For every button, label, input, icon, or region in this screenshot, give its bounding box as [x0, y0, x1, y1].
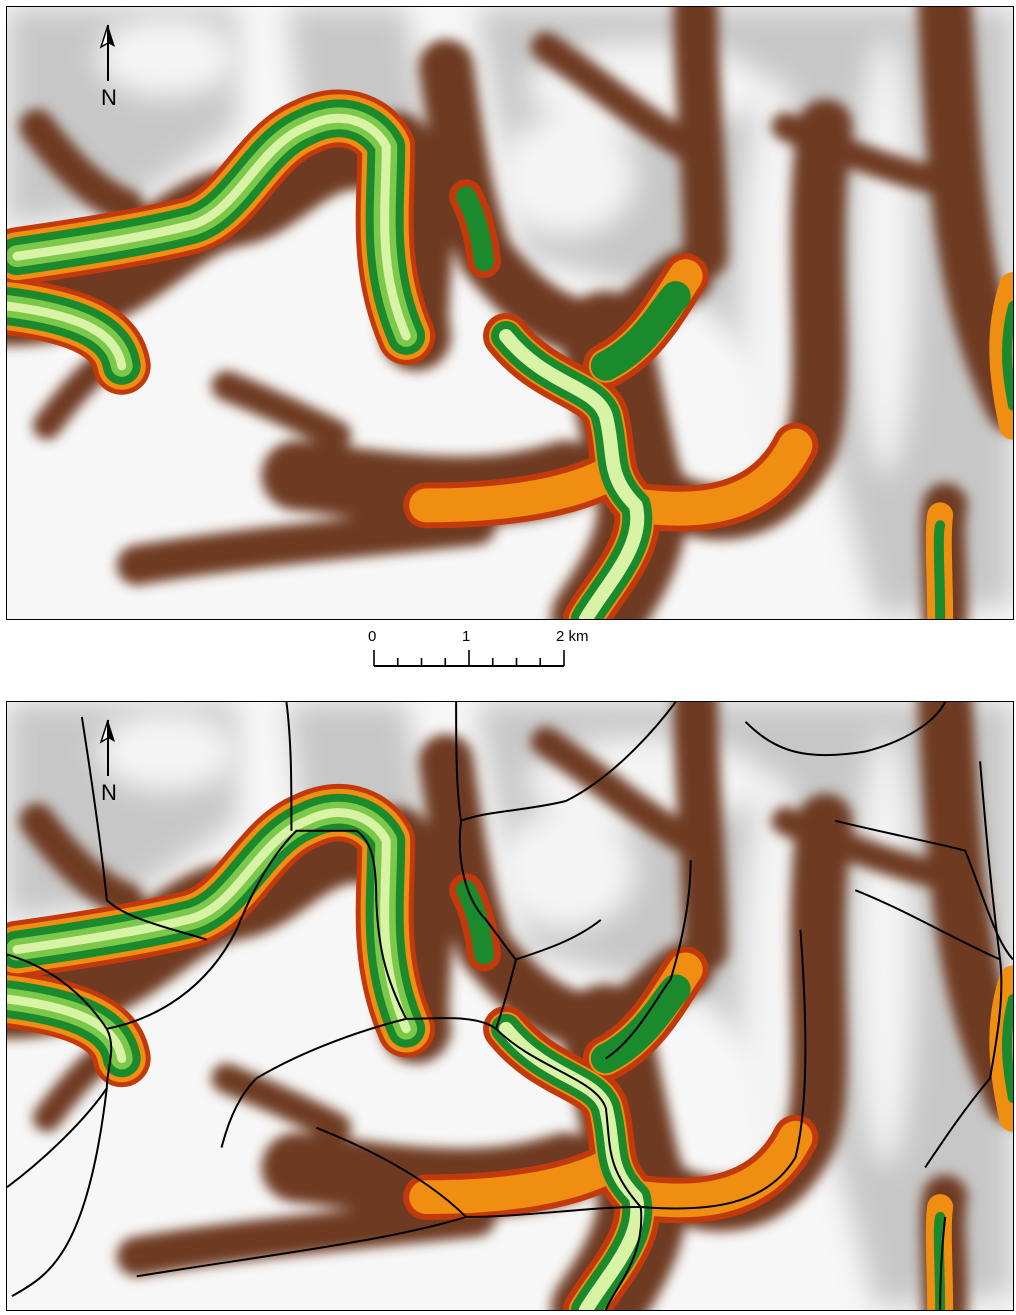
map-panel-bottom: N [6, 701, 1014, 1311]
north-arrow-icon: N [93, 716, 123, 806]
north-label: N [101, 85, 117, 110]
scale-bar: 0 1 2 km [360, 626, 620, 676]
stream-network [7, 702, 1013, 1310]
scale-label-1: 1 [462, 628, 471, 645]
scale-label-0: 0 [368, 628, 377, 645]
terrain-raster [7, 7, 1013, 619]
scale-bar-ruler [373, 650, 565, 667]
north-arrow-icon: N [93, 21, 123, 111]
scale-label-2: 2 km [556, 628, 589, 645]
north-label: N [101, 780, 117, 805]
map-panel-top: N [6, 6, 1014, 620]
terrain-raster-with-streams [7, 702, 1013, 1310]
